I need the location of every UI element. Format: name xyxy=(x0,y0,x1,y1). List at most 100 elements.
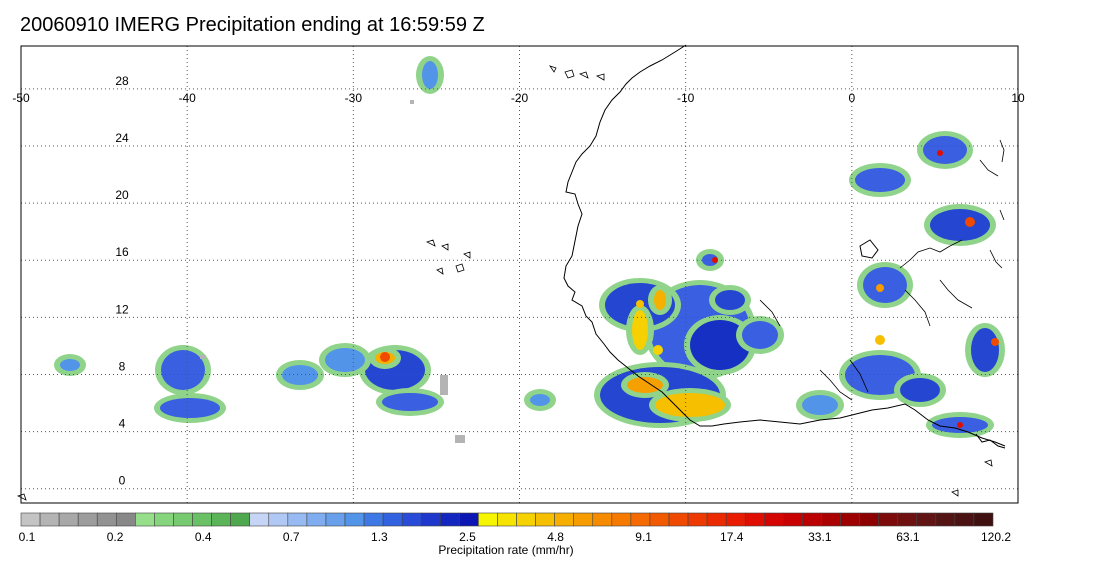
precipitation-cell xyxy=(900,378,940,402)
colorbar-swatch xyxy=(611,512,632,527)
precipitation-cell xyxy=(382,393,438,411)
precipitation-cell xyxy=(161,350,205,390)
colorbar-tick-label: 4.8 xyxy=(547,530,564,544)
colorbar-swatch xyxy=(744,512,765,527)
precipitation-cell xyxy=(422,61,438,89)
coastline xyxy=(16,44,1006,501)
heavy-rain-core xyxy=(653,345,663,355)
colorbar-swatch xyxy=(325,512,346,527)
precipitation-cell xyxy=(60,359,80,371)
colorbar-swatch xyxy=(363,512,384,527)
colorbar-swatch xyxy=(77,512,98,527)
colorbar-swatch xyxy=(802,512,822,527)
colorbar-tick-label: 2.5 xyxy=(459,530,476,544)
colorbar-swatch xyxy=(39,512,60,527)
precipitation-cell xyxy=(923,136,967,164)
colorbar-swatch xyxy=(287,512,308,527)
colorbar-tick-label: 0.4 xyxy=(194,530,212,544)
colorbar-swatch xyxy=(173,512,193,527)
colorbar-swatch xyxy=(840,512,860,527)
colorbar-tick-label: 17.4 xyxy=(720,530,744,544)
latitude-tick-label: 4 xyxy=(119,417,126,431)
precipitation-cell xyxy=(654,290,666,310)
colorbar-swatch xyxy=(687,512,708,527)
colorbar-swatch xyxy=(573,512,594,527)
heavy-rain-core xyxy=(875,335,885,345)
precipitation-cell xyxy=(627,377,663,393)
longitude-tick-label: -20 xyxy=(511,91,529,105)
colorbar-swatch xyxy=(725,512,746,527)
precipitation-cell xyxy=(690,320,750,370)
colorbar-swatch xyxy=(382,512,403,527)
light-rain-patch xyxy=(410,100,414,104)
colorbar-swatch xyxy=(154,512,174,527)
latitude-tick-label: 8 xyxy=(119,359,126,373)
colorbar-swatch xyxy=(306,512,327,527)
colorbar-swatch xyxy=(96,512,117,527)
light-rain-patch xyxy=(455,435,465,443)
latitude-tick-label: 20 xyxy=(115,188,129,202)
precipitation-cell xyxy=(530,394,550,406)
map-frame xyxy=(20,45,1019,504)
longitude-tick-label: -40 xyxy=(178,91,196,105)
colorbar-swatch xyxy=(535,512,555,527)
canary-islands xyxy=(549,65,605,81)
colorbar-swatch xyxy=(439,512,460,527)
heavy-rain-core xyxy=(712,257,718,263)
heavy-rain-core xyxy=(636,300,644,308)
latitude-tick-label: 28 xyxy=(115,74,129,88)
colorbar-swatch xyxy=(516,512,536,527)
river-outline xyxy=(759,139,1005,401)
colorbar-tick-label: 120.2 xyxy=(980,530,1012,544)
colorbar-swatch xyxy=(554,512,575,527)
colorbar-tick-label: 33.1 xyxy=(808,530,832,544)
africa-west-coastline xyxy=(563,44,1006,447)
colorbar-swatch xyxy=(763,512,784,527)
precipitation-cell xyxy=(930,209,990,241)
heavy-rain-core xyxy=(380,352,390,362)
colorbar-swatch xyxy=(783,512,803,527)
precipitation-field xyxy=(54,56,1005,443)
colorbar-swatch xyxy=(592,512,613,527)
colorbar-swatch xyxy=(192,512,212,527)
colorbar-swatch xyxy=(249,512,270,527)
lake-outline xyxy=(859,239,879,259)
precipitation-cell xyxy=(632,310,648,350)
heavy-rain-core xyxy=(965,217,975,227)
heavy-rain-core xyxy=(937,150,943,156)
precipitation-cell xyxy=(971,328,999,372)
precipitation-cell xyxy=(282,365,318,385)
colorbar-swatch xyxy=(897,512,918,527)
gulf-islands xyxy=(16,459,993,501)
colorbar-title: Precipitation rate (mm/hr) xyxy=(438,543,574,557)
precipitation-cell xyxy=(742,321,778,349)
colorbar-tick-label: 9.1 xyxy=(635,530,652,544)
colorbar-tick-label: 63.1 xyxy=(896,530,920,544)
longitude-tick-label: -10 xyxy=(677,91,695,105)
precipitation-cell xyxy=(715,290,745,310)
colorbar-swatch xyxy=(878,512,899,527)
precipitation-cell xyxy=(325,348,365,372)
colorbar-swatch xyxy=(859,512,879,527)
heavy-rain-core xyxy=(876,284,884,292)
heavy-rain-core xyxy=(991,338,999,346)
colorbar-swatch xyxy=(401,512,422,527)
colorbar-swatch xyxy=(935,512,956,527)
colorbar-swatch xyxy=(20,512,41,527)
colorbar-swatch xyxy=(630,512,651,527)
colorbar-swatch xyxy=(344,512,365,527)
colorbar-swatch xyxy=(230,512,251,527)
colorbar-swatch xyxy=(211,512,231,527)
precipitation-cell xyxy=(802,395,838,415)
colorbar-tick-label: 0.7 xyxy=(282,530,300,544)
colorbar-swatch xyxy=(668,512,689,527)
light-rain-patch xyxy=(440,375,448,395)
colorbar-tick-label: 0.2 xyxy=(106,530,124,544)
colorbar-swatch xyxy=(973,512,994,527)
precipitation-cell xyxy=(855,168,905,192)
colorbar-swatch xyxy=(115,512,136,527)
heavy-rain-core xyxy=(957,422,963,428)
colorbar-swatch xyxy=(459,512,479,527)
